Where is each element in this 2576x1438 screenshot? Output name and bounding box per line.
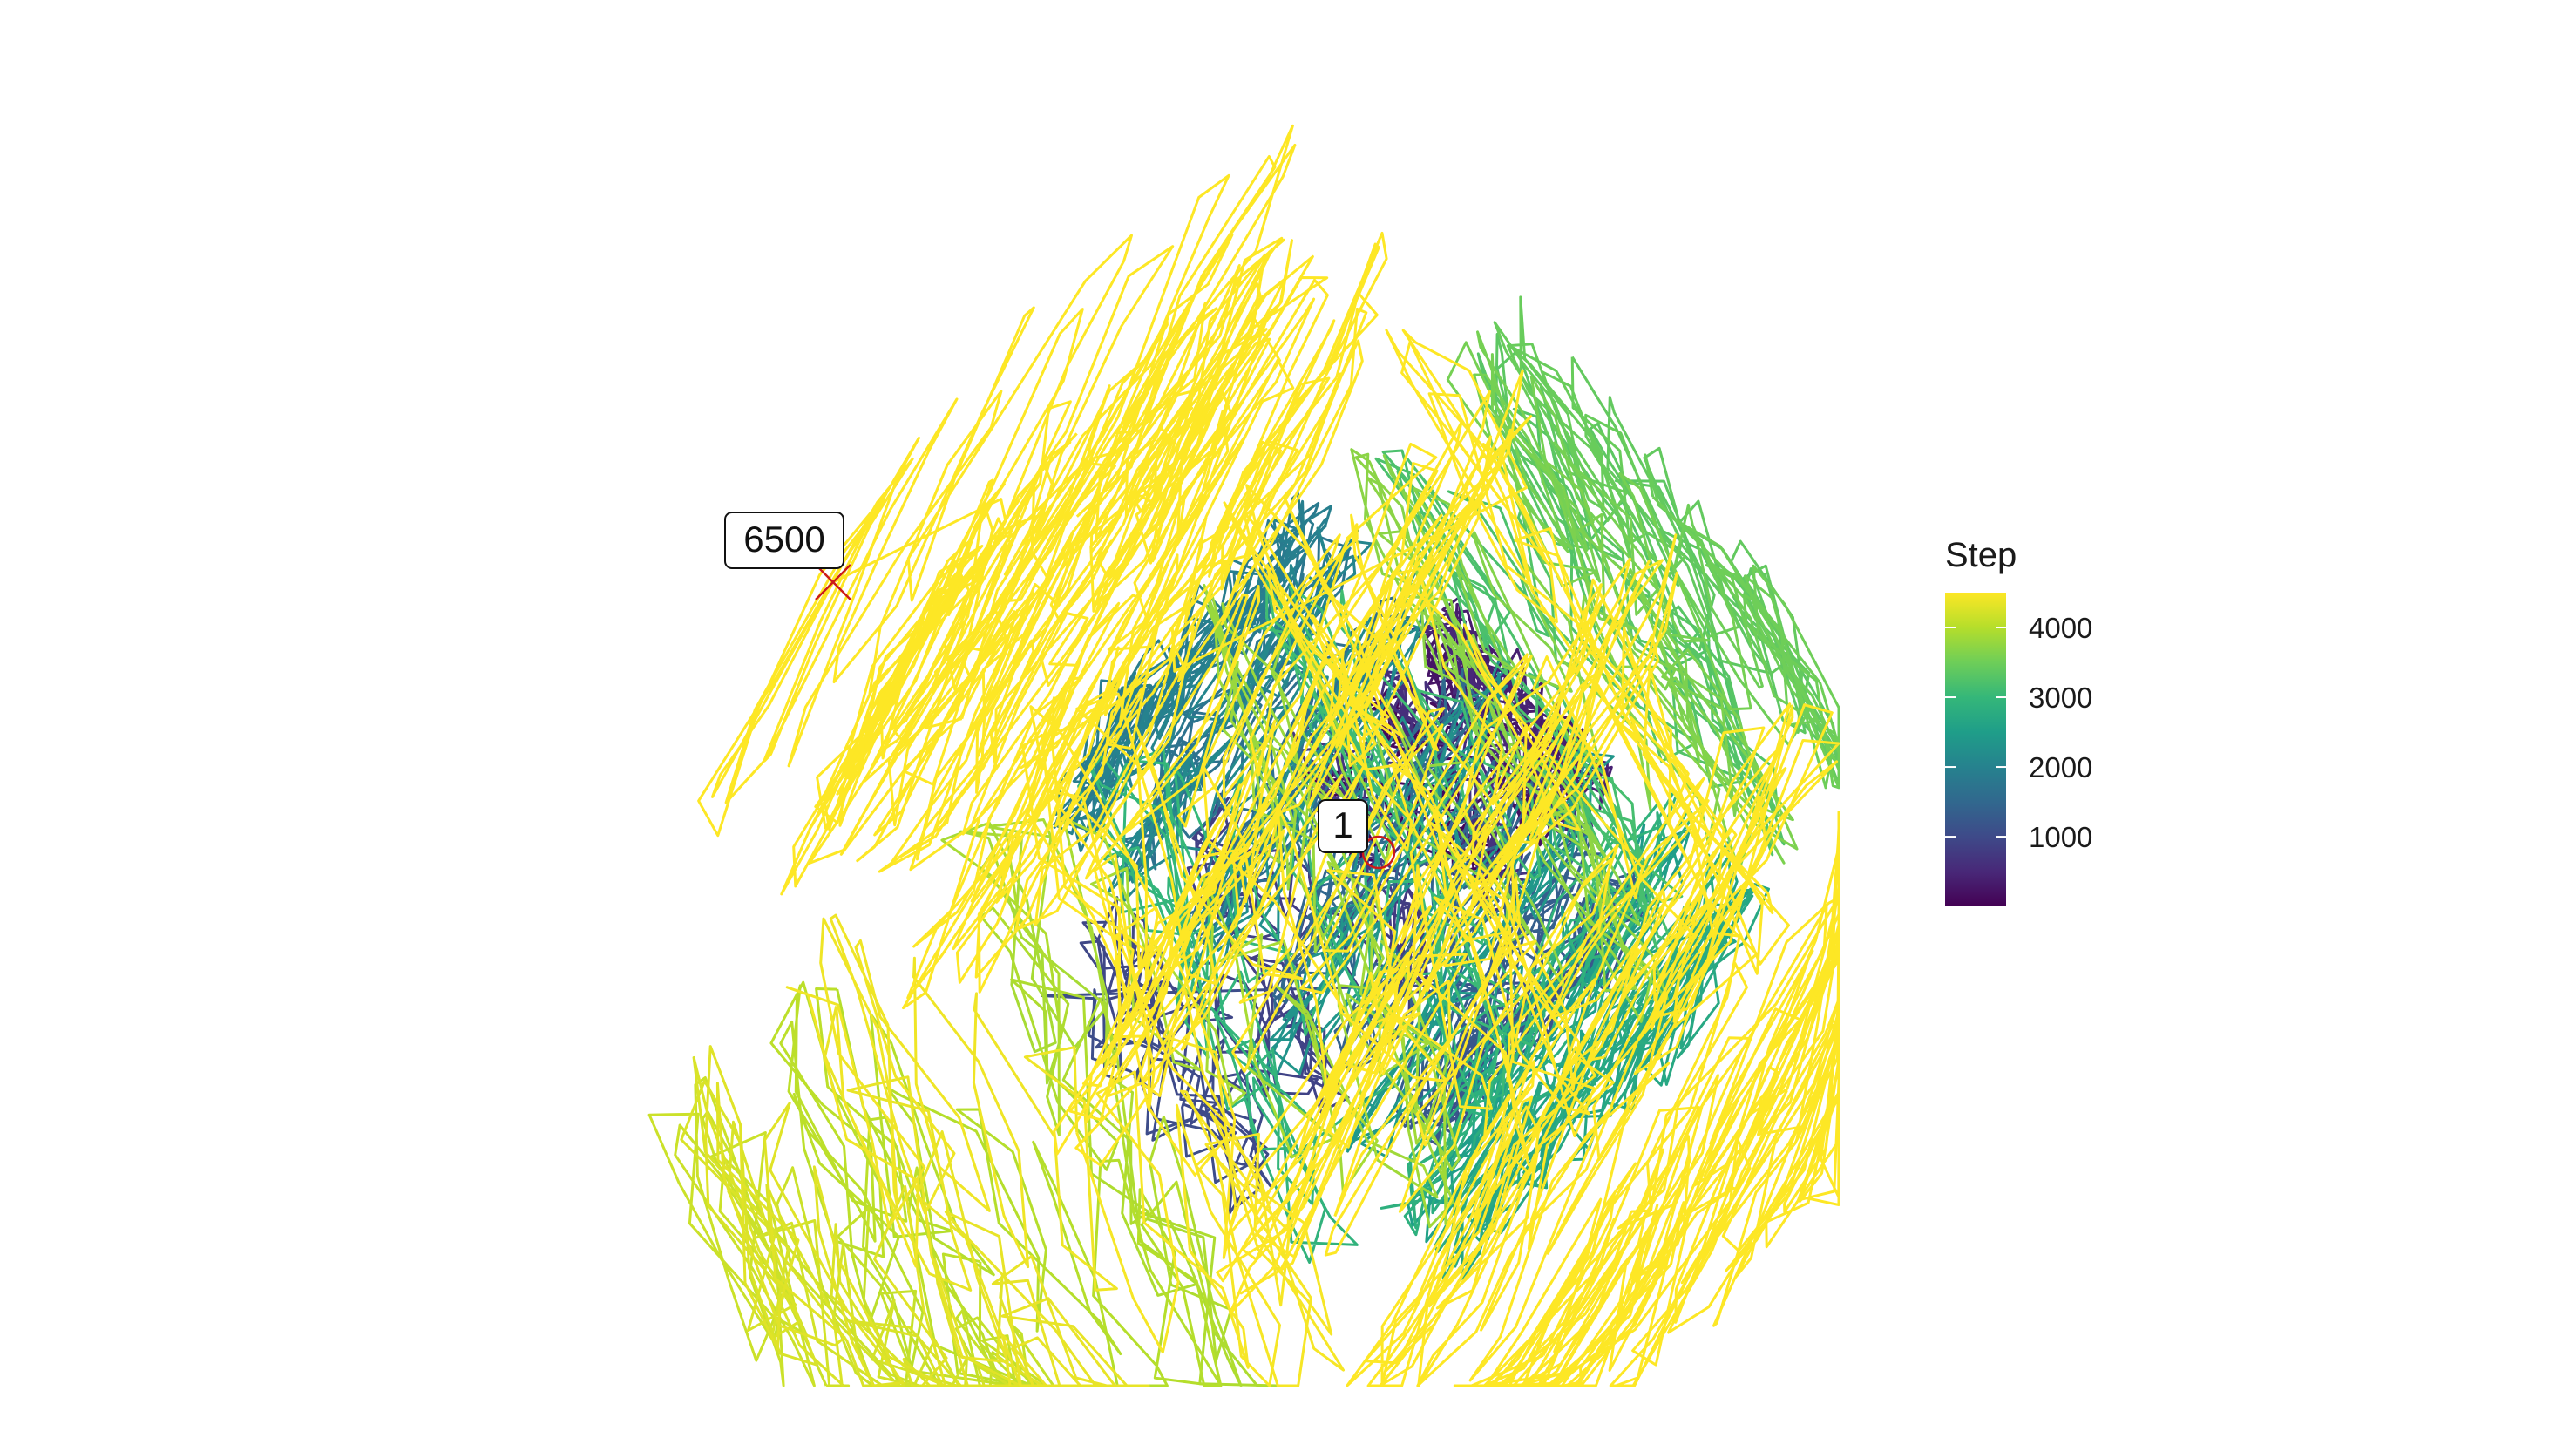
trajectory-segment xyxy=(1074,533,1678,1167)
trajectory-segment xyxy=(785,913,1118,1292)
trajectory-segment xyxy=(1293,634,1539,1110)
end-label-text: 6500 xyxy=(743,519,824,560)
trajectory-segment xyxy=(836,988,1223,1387)
legend-color-bar xyxy=(1945,593,2006,906)
legend-colorbar: Step 1000 2000 3000 4000 xyxy=(1945,536,2092,906)
trajectory-segment xyxy=(1350,448,1641,926)
trajectory-segment xyxy=(1346,760,1593,1153)
trajectory-segment xyxy=(824,1006,1150,1387)
trajectory-segment xyxy=(1468,811,1840,1387)
trajectory-segment xyxy=(977,369,1533,994)
trajectory-segment xyxy=(787,124,1297,768)
legend-tick-label: 3000 xyxy=(2029,682,2092,714)
trajectory-segment xyxy=(843,231,1388,851)
markers: 1 6500 xyxy=(724,512,1396,870)
trajectory-segment xyxy=(697,234,1133,838)
trajectory-segment xyxy=(1239,703,1834,1295)
trajectory-segment xyxy=(1453,912,1840,1387)
trajectory-segment xyxy=(1058,608,1234,834)
trajectory-segment xyxy=(1020,692,1237,1259)
trajectory-segment xyxy=(1053,435,1495,1156)
trajectory-segment xyxy=(680,1055,1023,1387)
legend-ticks: 1000 2000 3000 4000 xyxy=(1945,612,2092,853)
trajectory-segment xyxy=(1216,571,1678,1315)
trajectory-segment xyxy=(780,234,1234,896)
trajectory-segment xyxy=(1651,496,1840,790)
trajectory-segment xyxy=(1315,658,1669,1023)
trajectory-segment xyxy=(839,493,1157,863)
legend-tick-label: 2000 xyxy=(2029,751,2092,783)
trajectory-segment xyxy=(1434,893,1727,1279)
legend-tick-label: 1000 xyxy=(2029,821,2092,853)
trajectory-path xyxy=(647,124,1840,1387)
legend-tick-label: 4000 xyxy=(2029,612,2092,644)
trajectory-segment xyxy=(1379,835,1840,1387)
start-label-box: 1 xyxy=(1318,799,1368,853)
trajectory-segment xyxy=(1034,239,1314,636)
trajectory-segment xyxy=(1177,621,1420,987)
trajectory-segment xyxy=(1226,723,1528,1261)
end-marker-cross xyxy=(815,564,851,600)
trajectory-segment xyxy=(1382,454,1759,872)
trajectory-segment xyxy=(980,829,1279,1387)
end-label-box: 6500 xyxy=(724,512,844,569)
trajectory-segment xyxy=(902,291,1379,1010)
legend-title: Step xyxy=(1945,536,2017,574)
trajectory-segment xyxy=(1366,739,1840,1387)
trajectory-segment xyxy=(769,980,1048,1387)
start-label-text: 1 xyxy=(1332,804,1352,845)
